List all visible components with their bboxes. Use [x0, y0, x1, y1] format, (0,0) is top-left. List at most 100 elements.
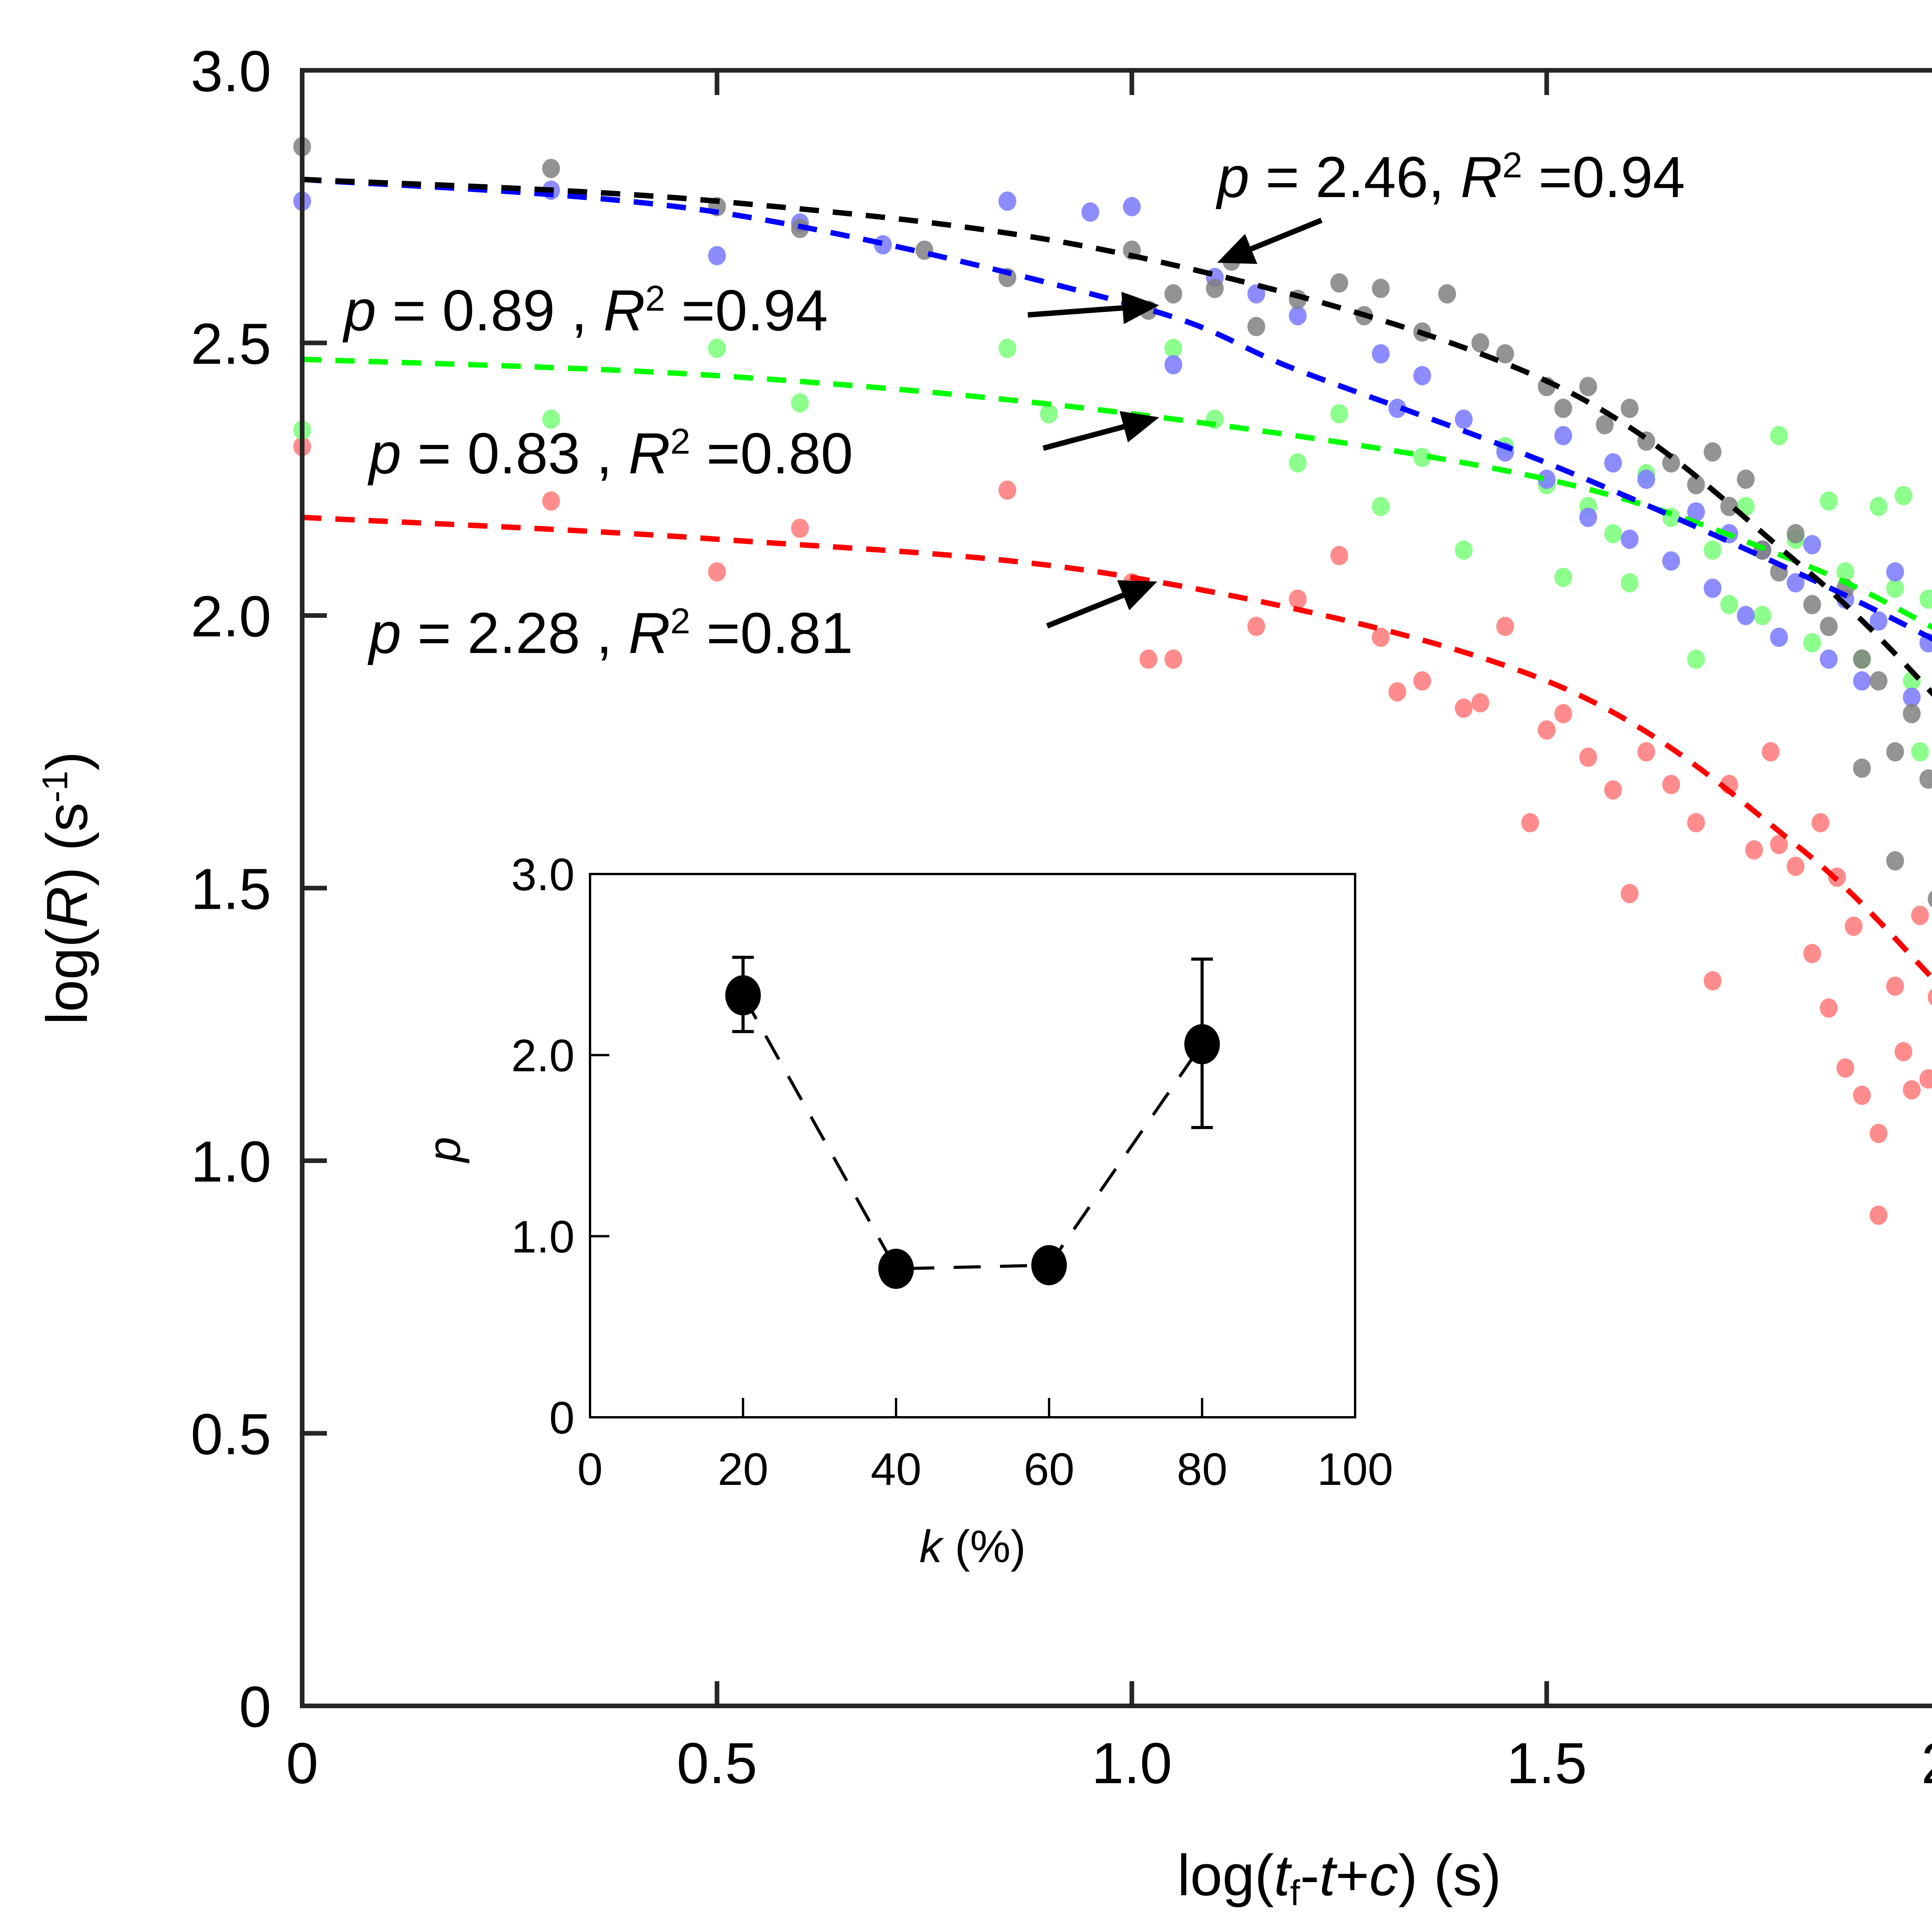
inset-data-point [1031, 1245, 1067, 1286]
annotation-r-value: =0.94 [1522, 145, 1685, 209]
annotation-p-value: = 0.83 , [401, 421, 628, 486]
scatter-point [1845, 917, 1863, 936]
scatter-point [1123, 197, 1141, 216]
scatter-point [1704, 540, 1722, 560]
annotation-text: p = 0.89 , R2 =0.94 [342, 278, 828, 343]
scatter-point [1753, 606, 1772, 625]
inset-chart: 0 20 40 60 80 100 0 1.0 2.0 3.0 k (%) p [419, 849, 1393, 1572]
scatter-point [1919, 1069, 1932, 1089]
scatter-point [1737, 606, 1755, 625]
scatter-point [1330, 404, 1348, 423]
inset-series-line [742, 995, 1204, 1270]
annotation-r-superscript: 2 [1502, 145, 1522, 185]
scatter-point [1413, 366, 1431, 386]
inset-x-tick-label: 60 [1024, 1444, 1074, 1495]
scatter-point [998, 480, 1017, 500]
main-x-axis-label: log(tf-t+c) (s) [1177, 1843, 1501, 1913]
scatter-point [998, 191, 1017, 211]
scatter-point [542, 410, 560, 429]
scatter-point [1289, 453, 1307, 473]
scatter-point [1903, 1080, 1921, 1100]
scatter-point [1579, 747, 1597, 767]
inset-x-tick-label: 100 [1317, 1444, 1393, 1495]
fit-line-60pct [302, 177, 1932, 642]
scatter-point [1040, 404, 1058, 423]
y-tick-label: 1.0 [190, 1129, 271, 1194]
annotation-p-symbol: p [367, 421, 401, 486]
y-tick-label: 1.5 [190, 857, 271, 922]
annotation-r-superscript: 2 [645, 278, 665, 318]
scatter-point [1662, 775, 1680, 794]
scatter-point [1372, 497, 1390, 516]
scatter-point [1770, 835, 1788, 854]
scatter-point [1787, 573, 1804, 593]
scatter-point [1853, 671, 1871, 691]
scatter-point [1438, 284, 1456, 304]
inset-data-point [1184, 1024, 1220, 1064]
arrow-shaft [1027, 305, 1123, 318]
scatter-point [1621, 529, 1639, 549]
annotation-p-symbol: p [367, 600, 401, 665]
scatter-point [1704, 578, 1722, 598]
annotation-text: p = 2.28 , R2 =0.81 [367, 600, 853, 665]
scatter-point [1413, 671, 1431, 691]
label-part: t [1274, 1843, 1292, 1908]
scatter-point [1820, 649, 1838, 669]
scatter-point [1820, 491, 1838, 511]
scatter-point [1787, 857, 1804, 876]
scatter-point [791, 393, 809, 413]
x-tick-label: 0 [286, 1731, 318, 1796]
scatter-point [1604, 780, 1622, 800]
fit-annotation: p = 2.28 , R2 =0.81 [367, 580, 1157, 665]
fit-line-40pct [302, 356, 1932, 630]
scatter-point [1687, 813, 1705, 833]
y-tick-label: 3.0 [190, 39, 271, 104]
inset-x-axis-label: k (%) [919, 1521, 1026, 1572]
label-part: t [1319, 1843, 1337, 1908]
x-tick-label: 1.0 [1092, 1731, 1172, 1796]
scatter-point [1289, 589, 1307, 609]
scatter-point [1903, 704, 1921, 723]
scatter-point [708, 338, 726, 358]
scatter-point [1853, 758, 1871, 778]
scatter-point [1372, 344, 1390, 364]
scatter-point [1471, 693, 1489, 712]
x-tick-label: 2.0 [1921, 1731, 1932, 1796]
scatter-point [1579, 508, 1597, 527]
scatter-point [1554, 398, 1572, 418]
scatter-point [1811, 813, 1830, 833]
scatter-point [1455, 698, 1473, 718]
y-tick-label: 2.5 [190, 311, 271, 376]
annotation-r-value: =0.94 [665, 278, 828, 343]
scatter-point [1737, 469, 1755, 489]
scatter-point [1687, 475, 1705, 495]
scatter-point [1621, 884, 1639, 903]
fit-annotations: p = 2.46, R2 =0.94 p = 0.89 , R2 =0.94 p =… [342, 145, 1685, 665]
inset-markers [725, 975, 1220, 1289]
annotation-r-value: =0.81 [690, 600, 853, 665]
label-part: -1 [35, 771, 75, 803]
scatter-point [1554, 426, 1572, 446]
fit-line-20pct [302, 515, 1932, 982]
scatter-point [1388, 682, 1406, 702]
scatter-point [1770, 627, 1788, 647]
scatter-point [1886, 578, 1904, 598]
annotation-text: p = 2.46, R2 =0.94 [1216, 145, 1685, 209]
scatter-point [1554, 568, 1572, 587]
inset-data-point [878, 1248, 914, 1289]
inset-xlabel-unit: (%) [942, 1521, 1026, 1572]
annotation-r-symbol: R [628, 421, 670, 486]
scatter-point [1869, 611, 1888, 631]
fit-line-80pct [302, 177, 1932, 697]
annotation-p-value: = 2.28 , [401, 600, 628, 665]
scatter-point [1903, 687, 1921, 707]
annotation-r-value: =0.80 [690, 421, 853, 486]
label-part: f [1290, 1873, 1300, 1913]
scatter-point [1496, 344, 1514, 364]
scatter-point [1164, 338, 1182, 358]
main-y-axis-label: log(R) (s-1) [34, 752, 99, 1025]
annotation-text: p = 0.83 , R2 =0.80 [367, 421, 853, 486]
scatter-point [1720, 595, 1738, 614]
main-axis-ticks [302, 70, 1549, 1706]
scatter-point [708, 562, 726, 582]
